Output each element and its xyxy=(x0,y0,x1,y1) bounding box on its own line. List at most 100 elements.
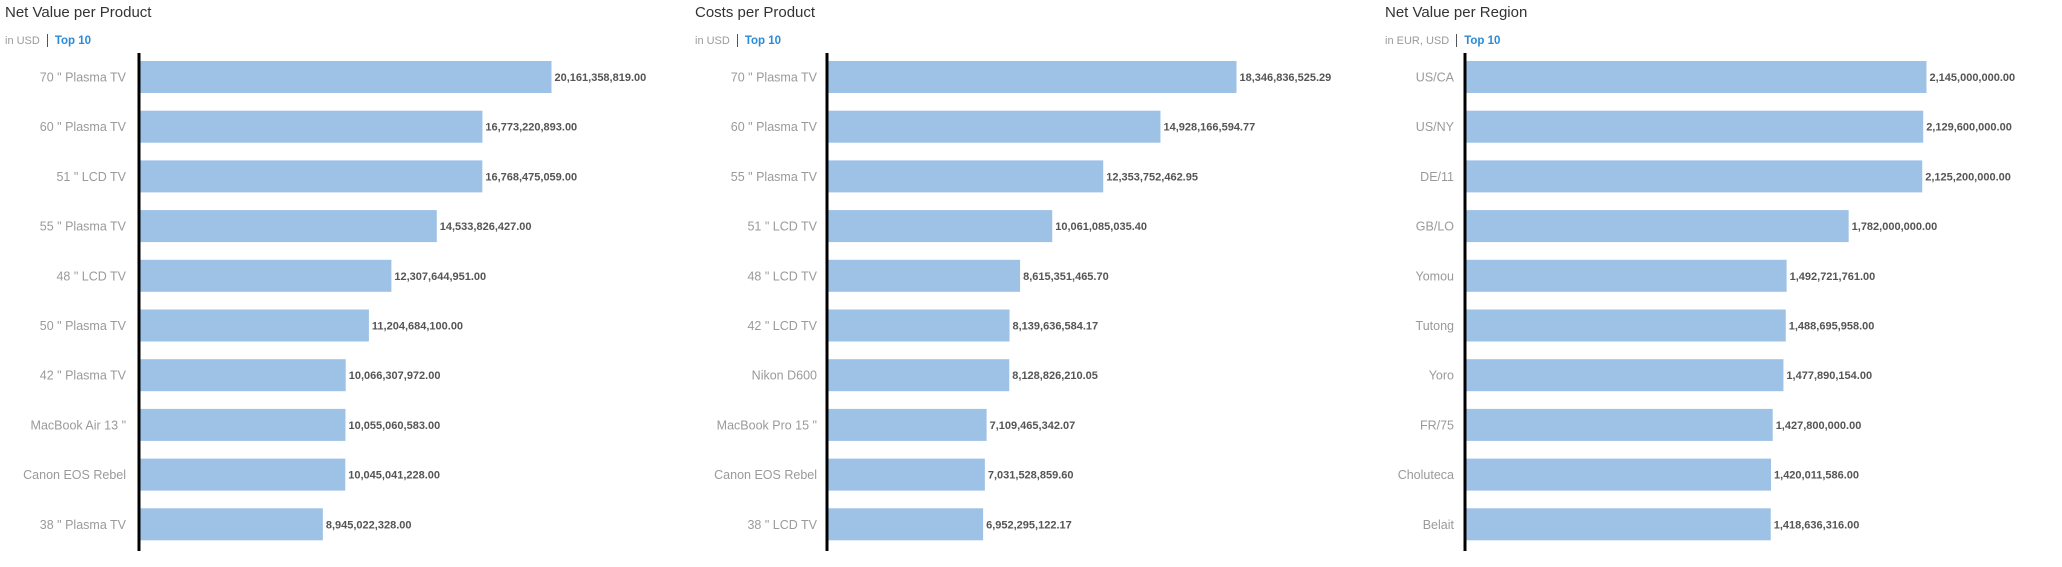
category-label: Belait xyxy=(1423,518,1455,532)
net-value-per-product-chart: Net Value per Product in USD Top 10 70 "… xyxy=(0,0,690,567)
bar[interactable] xyxy=(1466,110,1924,143)
category-label: 38 " Plasma TV xyxy=(40,518,127,532)
bar[interactable] xyxy=(140,458,346,491)
unit-label: in USD xyxy=(5,34,40,47)
chart-subtitle: in USD Top 10 xyxy=(695,34,781,47)
unit-label: in EUR, USD xyxy=(1385,34,1450,47)
data-label: 1,492,721,761.00 xyxy=(1790,271,1876,283)
category-label: US/NY xyxy=(1416,120,1455,134)
chart-title: Net Value per Product xyxy=(5,4,152,21)
bar[interactable] xyxy=(828,259,1021,292)
bar[interactable] xyxy=(828,110,1161,143)
costs-per-product-chart: Costs per Product in USD Top 10 70 " Pla… xyxy=(690,0,1380,567)
data-label: 1,418,636,316.00 xyxy=(1774,519,1860,531)
category-label: 42 " Plasma TV xyxy=(40,369,127,383)
net-value-per-region-chart: Net Value per Region in EUR, USD Top 10 … xyxy=(1380,0,2062,567)
category-label: Choluteca xyxy=(1398,468,1454,482)
data-label: 1,488,695,958.00 xyxy=(1789,321,1875,333)
category-label: MacBook Pro 15 " xyxy=(717,418,817,432)
bar[interactable] xyxy=(1466,61,1927,93)
chart-title: Costs per Product xyxy=(695,4,816,21)
category-label: 48 " LCD TV xyxy=(56,269,126,283)
data-label: 10,061,085,035.40 xyxy=(1055,221,1147,233)
data-label: 2,145,000,000.00 xyxy=(1930,72,2016,84)
bar[interactable] xyxy=(828,61,1237,93)
unit-label: in USD xyxy=(695,34,730,47)
category-label: 38 " LCD TV xyxy=(747,518,817,532)
bar[interactable] xyxy=(140,210,437,243)
bar[interactable] xyxy=(828,508,984,541)
bar[interactable] xyxy=(1466,508,1771,541)
category-label: 55 " Plasma TV xyxy=(731,170,818,184)
separator xyxy=(736,34,738,47)
top-n-filter-link[interactable]: Top 10 xyxy=(744,34,782,47)
data-label: 10,055,060,583.00 xyxy=(348,420,440,432)
bar[interactable] xyxy=(140,259,392,292)
category-label: 48 " LCD TV xyxy=(747,269,817,283)
top-n-filter-link[interactable]: Top 10 xyxy=(54,34,92,47)
bar[interactable] xyxy=(140,61,552,93)
data-label: 6,952,295,122.17 xyxy=(986,519,1072,531)
bar[interactable] xyxy=(140,359,346,392)
top-n-filter-link[interactable]: Top 10 xyxy=(1464,34,1501,47)
separator xyxy=(1456,34,1458,47)
data-label: 12,353,752,462.95 xyxy=(1106,171,1198,183)
data-label: 2,125,200,000.00 xyxy=(1925,171,2011,183)
bar[interactable] xyxy=(828,160,1104,193)
bar[interactable] xyxy=(140,508,323,541)
bar-plot: US/CA 2,145,000,000.00 US/NY 2,129,600,000.… xyxy=(1398,53,2016,551)
bar[interactable] xyxy=(1466,458,1772,491)
data-label: 14,928,166,594.77 xyxy=(1163,122,1255,134)
category-label: Canon EOS Rebel xyxy=(714,468,817,482)
bar[interactable] xyxy=(828,458,985,491)
category-label: GB/LO xyxy=(1416,220,1454,234)
data-label: 8,945,022,328.00 xyxy=(326,519,412,531)
data-label: 8,615,351,465.70 xyxy=(1023,271,1109,283)
bar[interactable] xyxy=(1466,210,1849,243)
data-label: 1,782,000,000.00 xyxy=(1852,221,1938,233)
data-label: 18,346,836,525.29 xyxy=(1240,72,1332,84)
bar[interactable] xyxy=(828,359,1010,392)
category-label: 50 " Plasma TV xyxy=(40,319,127,333)
category-label: 42 " LCD TV xyxy=(747,319,817,333)
chart-subtitle: in EUR, USD Top 10 xyxy=(1385,34,1500,47)
category-label: Yomou xyxy=(1416,269,1455,283)
category-label: US/CA xyxy=(1416,71,1455,85)
data-label: 8,139,636,584.17 xyxy=(1013,321,1099,333)
bar[interactable] xyxy=(140,160,483,193)
category-label: 51 " LCD TV xyxy=(747,220,817,234)
data-label: 16,773,220,893.00 xyxy=(485,122,577,134)
chart-title: Net Value per Region xyxy=(1385,4,1528,21)
category-label: 60 " Plasma TV xyxy=(731,120,818,134)
bar[interactable] xyxy=(140,309,369,342)
category-label: 70 " Plasma TV xyxy=(40,71,127,85)
bar-plot: 70 " Plasma TV 20,161,358,819.00 60 " Plas… xyxy=(23,53,647,551)
data-label: 1,427,800,000.00 xyxy=(1776,420,1862,432)
category-label: 70 " Plasma TV xyxy=(731,71,818,85)
data-label: 20,161,358,819.00 xyxy=(555,72,647,84)
data-label: 1,420,011,586.00 xyxy=(1774,470,1859,482)
bar[interactable] xyxy=(140,110,483,143)
bar[interactable] xyxy=(828,309,1010,342)
category-label: 55 " Plasma TV xyxy=(40,220,127,234)
category-label: FR/75 xyxy=(1420,418,1454,432)
data-label: 8,128,826,210.05 xyxy=(1012,370,1098,382)
category-label: 60 " Plasma TV xyxy=(40,120,127,134)
data-label: 2,129,600,000.00 xyxy=(1926,122,2012,134)
bar[interactable] xyxy=(1466,160,1923,193)
category-label: Tutong xyxy=(1416,319,1455,333)
bar[interactable] xyxy=(828,210,1053,243)
category-label: DE/11 xyxy=(1420,170,1454,184)
bar[interactable] xyxy=(828,408,987,441)
bar[interactable] xyxy=(140,408,346,441)
category-label: Yoro xyxy=(1429,369,1454,383)
separator xyxy=(46,34,48,47)
bar[interactable] xyxy=(1466,309,1786,342)
data-label: 7,031,528,859.60 xyxy=(988,470,1074,482)
category-label: Nikon D600 xyxy=(752,369,817,383)
data-label: 10,066,307,972.00 xyxy=(349,370,441,382)
bar[interactable] xyxy=(1466,259,1787,292)
bar[interactable] xyxy=(1466,359,1784,392)
data-label: 14,533,826,427.00 xyxy=(440,221,532,233)
bar[interactable] xyxy=(1466,408,1773,441)
